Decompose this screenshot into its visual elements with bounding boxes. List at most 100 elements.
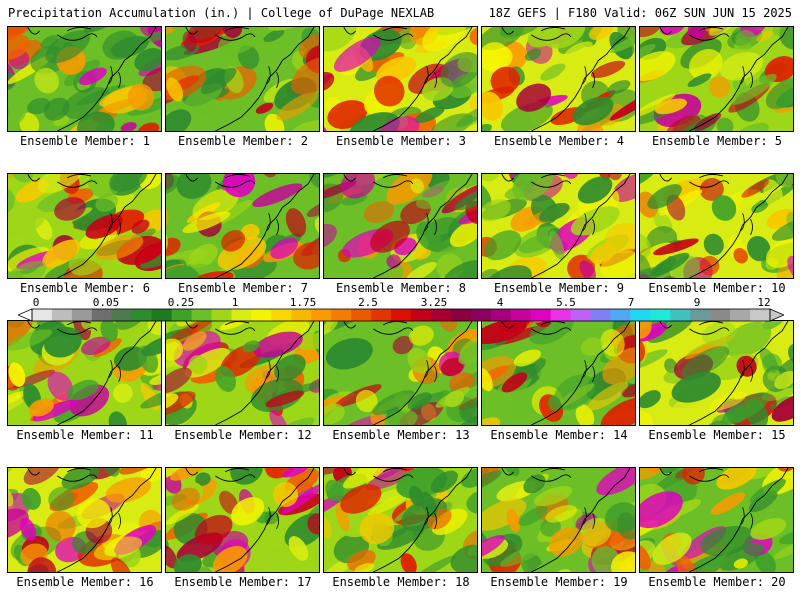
ensemble-panel-13 — [323, 320, 478, 426]
colorbar-swatch — [750, 309, 771, 321]
ensemble-member-label: Ensemble Member: 18 — [332, 575, 470, 589]
ensemble-member-label: Ensemble Member: 17 — [174, 575, 312, 589]
colorbar-left-arrow — [18, 308, 33, 322]
colorbar-swatch — [251, 309, 272, 321]
page-title: Precipitation Accumulation (in.) | Colle… — [8, 6, 435, 20]
precip-map — [482, 174, 635, 278]
ensemble-member-label: Ensemble Member: 12 — [174, 428, 312, 442]
ensemble-member-label: Ensemble Member: 1 — [19, 134, 151, 148]
colorbar-tick-label: 1.75 — [289, 296, 317, 309]
precip-map — [324, 468, 477, 572]
ensemble-panel-16 — [7, 467, 162, 573]
colorbar-swatch — [371, 309, 392, 321]
colorbar-swatch — [51, 309, 73, 321]
ensemble-panel-10 — [639, 173, 794, 279]
precip-map — [482, 321, 635, 425]
colorbar-tick-label: 9 — [693, 296, 701, 309]
colorbar-swatch — [351, 309, 372, 321]
ensemble-panel-11 — [7, 320, 162, 426]
ensemble-member-label: Ensemble Member: 5 — [651, 134, 783, 148]
precip-map — [8, 321, 161, 425]
ensemble-member-label: Ensemble Member: 11 — [16, 428, 154, 442]
ensemble-panel-6 — [7, 173, 162, 279]
precip-map — [166, 468, 319, 572]
colorbar-swatch — [670, 309, 691, 321]
colorbar-tick-label: 3.25 — [420, 296, 448, 309]
colorbar-swatch — [570, 309, 591, 321]
ensemble-member-label: Ensemble Member: 14 — [490, 428, 628, 442]
colorbar-swatch — [91, 309, 113, 321]
colorbar-swatch — [510, 309, 532, 321]
colorbar-swatch — [590, 309, 611, 321]
ensemble-panel-8 — [323, 173, 478, 279]
colorbar-swatch — [490, 309, 512, 321]
ensemble-member-label: Ensemble Member: 2 — [177, 134, 309, 148]
colorbar-swatch — [291, 309, 312, 321]
ensemble-panel-15 — [639, 320, 794, 426]
colorbar-swatch — [71, 309, 93, 321]
colorbar-tick-label: 2.5 — [358, 296, 378, 309]
colorbar-tick-label: 12 — [757, 296, 771, 309]
colorbar-swatch — [331, 309, 352, 321]
colorbar-swatch — [211, 309, 232, 321]
ensemble-panel-9 — [481, 173, 636, 279]
ensemble-member-label: Ensemble Member: 10 — [648, 281, 786, 295]
ensemble-panel-18 — [323, 467, 478, 573]
precip-map — [482, 468, 635, 572]
precip-colorbar — [18, 308, 784, 322]
colorbar-tick-label: 0.05 — [92, 296, 120, 309]
colorbar-tick-label: 0.25 — [167, 296, 195, 309]
colorbar-swatch — [430, 309, 452, 321]
colorbar-swatch — [550, 309, 571, 321]
precip-map — [324, 27, 477, 131]
colorbar-swatch — [271, 309, 292, 321]
colorbar-swatch — [710, 309, 731, 321]
ensemble-member-label: Ensemble Member: 7 — [177, 281, 309, 295]
colorbar-swatch — [450, 309, 472, 321]
colorbar-swatch — [171, 309, 192, 321]
colorbar-swatch — [730, 309, 751, 321]
precip-map — [482, 27, 635, 131]
colorbar-tick-label: 5.5 — [556, 296, 576, 309]
precip-map — [640, 174, 793, 278]
ensemble-panel-20 — [639, 467, 794, 573]
precip-map — [166, 27, 319, 131]
ensemble-member-label: Ensemble Member: 20 — [648, 575, 786, 589]
ensemble-member-label: Ensemble Member: 8 — [335, 281, 467, 295]
precip-map — [640, 27, 793, 131]
colorbar-swatch — [650, 309, 671, 321]
colorbar-swatch — [630, 309, 651, 321]
precip-map — [8, 27, 161, 131]
valid-time-label: 18Z GEFS | F180 Valid: 06Z SUN JUN 15 20… — [488, 6, 792, 20]
precip-map — [166, 321, 319, 425]
ensemble-member-label: Ensemble Member: 9 — [493, 281, 625, 295]
colorbar-right-arrow — [769, 308, 784, 322]
colorbar-swatch — [690, 309, 711, 321]
ensemble-member-label: Ensemble Member: 16 — [16, 575, 154, 589]
precip-map — [324, 321, 477, 425]
ensemble-panel-5 — [639, 26, 794, 132]
ensemble-panel-19 — [481, 467, 636, 573]
ensemble-member-label: Ensemble Member: 19 — [490, 575, 628, 589]
precip-map — [8, 174, 161, 278]
ensemble-panel-14 — [481, 320, 636, 426]
ensemble-panel-4 — [481, 26, 636, 132]
colorbar-swatch — [410, 309, 432, 321]
colorbar-swatch — [151, 309, 173, 321]
ensemble-panel-7 — [165, 173, 320, 279]
ensemble-member-label: Ensemble Member: 3 — [335, 134, 467, 148]
colorbar-swatch — [111, 309, 133, 321]
colorbar-swatch — [131, 309, 153, 321]
colorbar-swatch — [191, 309, 212, 321]
ensemble-member-label: Ensemble Member: 4 — [493, 134, 625, 148]
colorbar-swatch — [610, 309, 631, 321]
ensemble-panel-3 — [323, 26, 478, 132]
precip-map — [640, 468, 793, 572]
ensemble-member-label: Ensemble Member: 13 — [332, 428, 470, 442]
precip-map — [324, 174, 477, 278]
precip-map — [8, 468, 161, 572]
ensemble-panel-12 — [165, 320, 320, 426]
colorbar-swatch — [32, 309, 53, 321]
ensemble-panel-17 — [165, 467, 320, 573]
colorbar-swatch — [231, 309, 252, 321]
